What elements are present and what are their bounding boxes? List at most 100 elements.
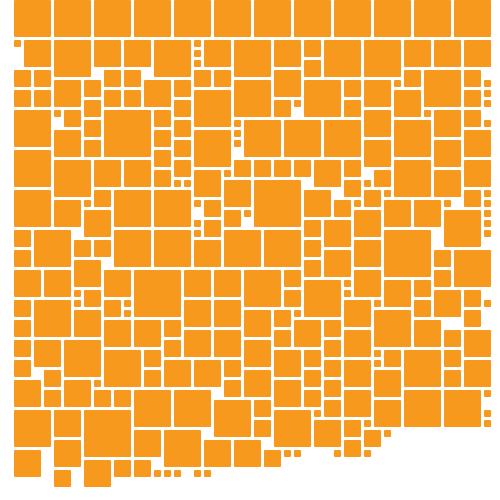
mosaic-square (204, 200, 221, 217)
mosaic-square (214, 0, 251, 37)
mosaic-square (324, 120, 361, 157)
mosaic-square (64, 380, 91, 407)
mosaic-square (104, 90, 121, 107)
mosaic-square (304, 390, 321, 407)
mosaic-square (74, 260, 101, 287)
mosaic-square (304, 80, 341, 117)
mosaic-square (54, 160, 91, 197)
mosaic-square (334, 450, 341, 457)
mosaic-square (304, 260, 321, 277)
mosaic-square (134, 0, 171, 37)
mosaic-square (444, 200, 451, 207)
mosaic-square (194, 60, 201, 67)
mosaic-square (174, 160, 191, 177)
mosaic-square (434, 290, 461, 317)
mosaic-square (124, 70, 141, 87)
mosaic-square (424, 110, 431, 117)
mosaic-square (94, 0, 131, 37)
mosaic-square (164, 340, 181, 357)
mosaic-square (174, 140, 191, 157)
mosaic-square (254, 420, 271, 437)
mosaic-square (64, 110, 81, 127)
mosaic-square (374, 310, 411, 347)
mosaic-square (174, 470, 181, 477)
mosaic-square (34, 70, 51, 87)
mosaic-square (54, 0, 91, 37)
mosaic-square (454, 250, 491, 287)
mosaic-square (154, 130, 171, 147)
mosaic-square (44, 270, 71, 297)
mosaic-square (464, 330, 491, 357)
mosaic-square (464, 110, 481, 127)
mosaic-square (124, 310, 131, 317)
mosaic-square (274, 350, 301, 377)
mosaic-square (334, 200, 351, 217)
mosaic-square (484, 390, 491, 397)
mosaic-square (84, 100, 101, 117)
mosaic-square (294, 320, 321, 347)
mosaic-square (354, 200, 361, 207)
mosaic-square (374, 360, 381, 367)
mosaic-square (464, 130, 491, 157)
mosaic-square (184, 300, 211, 327)
mosaic-square (194, 240, 221, 267)
mosaic-square (244, 340, 271, 367)
mosaic-square (234, 120, 241, 127)
mosaic-square (274, 40, 301, 67)
mosaic-square (384, 200, 411, 227)
mosaic-square (24, 40, 51, 67)
mosaic-square (114, 390, 131, 407)
mosaic-square (344, 180, 361, 197)
mosaic-square (154, 150, 171, 167)
mosaic-square (204, 220, 221, 237)
mosaic-square (464, 190, 481, 207)
mosaic-square (464, 40, 491, 67)
mosaic-square (434, 250, 451, 267)
mosaic-square (484, 200, 491, 207)
mosaic-square (194, 40, 201, 47)
mosaic-square (204, 440, 231, 467)
mosaic-square (344, 80, 361, 97)
mosaic-square (244, 270, 281, 307)
mosaic-square (194, 130, 231, 167)
mosaic-square (314, 420, 341, 447)
mosaic-square (404, 70, 421, 87)
mosaic-square (174, 180, 181, 187)
mosaic-square (364, 140, 391, 167)
mosaic-square (464, 160, 491, 187)
mosaic-square (114, 460, 131, 477)
mosaic-square (374, 300, 381, 307)
mosaic-square (484, 80, 491, 87)
mosaic-square (294, 450, 301, 457)
mosaic-square (344, 280, 351, 287)
mosaic-square (224, 360, 241, 377)
mosaic-square (434, 270, 451, 287)
mosaic-square (234, 40, 271, 77)
mosaic-square (54, 200, 81, 227)
mosaic-square (324, 320, 341, 337)
mosaic-square (224, 380, 241, 397)
mosaic-square (284, 290, 301, 307)
mosaic-square (144, 80, 171, 107)
mosaic-square (224, 180, 251, 207)
mosaic-square (384, 280, 411, 307)
mosaic-square (364, 40, 401, 77)
mosaic-square (374, 400, 401, 427)
mosaic-square (374, 0, 411, 37)
mosaic-square (194, 230, 201, 237)
mosaic-square (154, 40, 191, 77)
mosaic-square (414, 320, 441, 347)
mosaic-square (194, 220, 201, 227)
mosaic-square (484, 90, 491, 97)
mosaic-square (134, 320, 161, 347)
mosaic-square (54, 130, 81, 157)
mosaic-square (14, 190, 51, 227)
mosaic-square (14, 360, 31, 377)
mosaic-square (344, 360, 371, 387)
mosaic-square (274, 380, 301, 407)
mosaic-square (294, 310, 301, 317)
mosaic-square (14, 300, 31, 317)
mosaic-square (244, 370, 271, 397)
mosaic-square (124, 90, 141, 107)
mosaic-square (44, 370, 61, 387)
